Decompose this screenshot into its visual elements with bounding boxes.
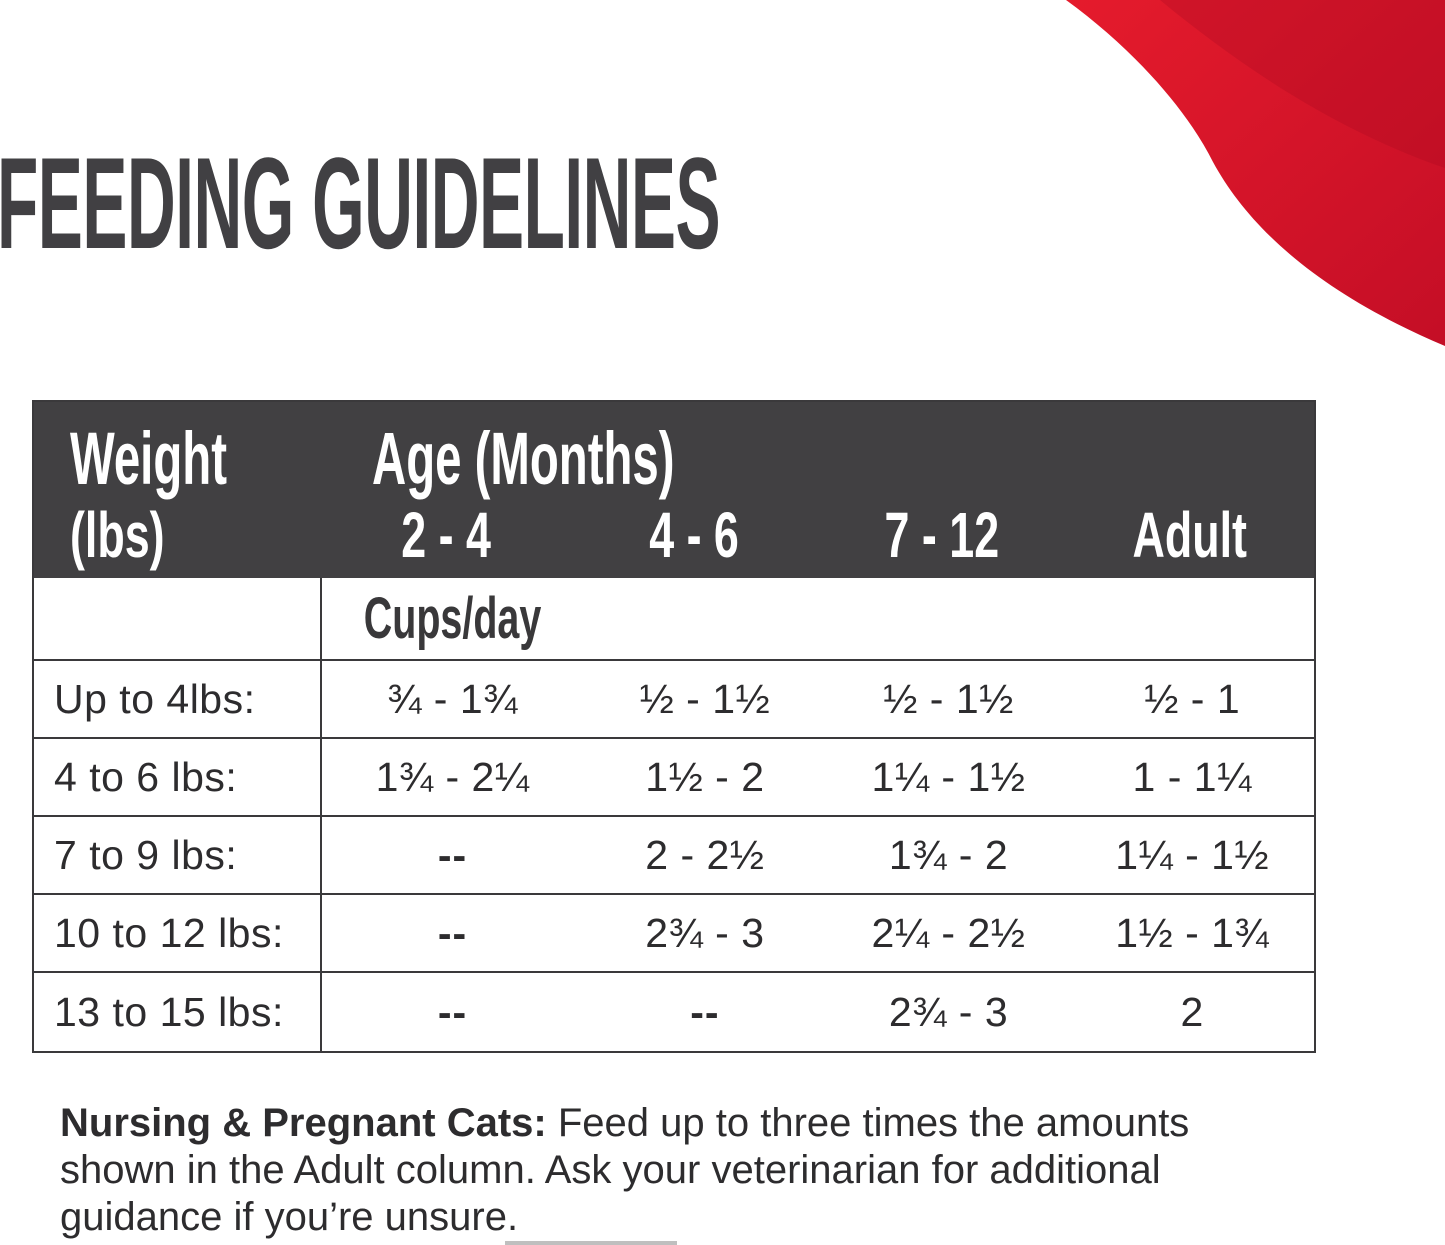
header-weight-unit: (lbs) (34, 494, 322, 578)
note-label: Nursing & Pregnant Cats: (60, 1101, 547, 1145)
weight-sub-label: (lbs) (70, 499, 165, 572)
row-value: 1¼ - 1½ (1070, 817, 1314, 895)
header-col-4-6: 4 - 6 (570, 494, 818, 578)
age-col-label: 7 - 12 (884, 499, 1000, 572)
header-weight: Weight (34, 402, 322, 500)
weight-label: Weight (70, 416, 227, 500)
table-body: Cups/day Up to 4lbs: ¾ - 1¾ ½ - 1½ ½ - 1… (34, 578, 1314, 1051)
row-value: 1¾ - 2¼ (322, 739, 584, 817)
row-value: 1¾ - 2 (826, 817, 1071, 895)
age-col-label: 2 - 4 (401, 499, 491, 572)
note-text: Feed up to three times the amounts (557, 1101, 1190, 1145)
swoosh-shade-band (1160, 0, 1445, 168)
unit-row-weight-cell (34, 578, 322, 661)
note-line-3: guidance if you’re unsure. (60, 1195, 519, 1239)
row-weight-label: 4 to 6 lbs: (34, 739, 322, 817)
nursing-pregnant-note: Nursing & Pregnant Cats: Feed up to thre… (60, 1100, 1410, 1241)
row-value: 2¾ - 3 (826, 973, 1071, 1051)
row-value: -- (322, 973, 584, 1051)
swoosh-base-shape (1066, 0, 1445, 346)
row-value: ½ - 1 (1070, 661, 1314, 739)
row-value: 1½ - 2 (583, 739, 827, 817)
row-weight-label: 7 to 9 lbs: (34, 817, 322, 895)
unit-row-cell (826, 578, 1071, 661)
row-value: 2¾ - 3 (583, 895, 827, 973)
age-col-label: 4 - 6 (649, 499, 739, 572)
row-value: ½ - 1½ (583, 661, 827, 739)
row-value: 2¼ - 2½ (826, 895, 1071, 973)
row-value: 2 - 2½ (583, 817, 827, 895)
header-col-2-4: 2 - 4 (322, 494, 570, 578)
row-weight-label: Up to 4lbs: (34, 661, 322, 739)
row-value: ½ - 1½ (826, 661, 1071, 739)
row-value: -- (322, 895, 584, 973)
bottom-cropped-divider (505, 1241, 677, 1245)
row-weight-label: 10 to 12 lbs: (34, 895, 322, 973)
row-weight-label: 13 to 15 lbs: (34, 973, 322, 1051)
row-value: ¾ - 1¾ (322, 661, 584, 739)
row-value: 1¼ - 1½ (826, 739, 1071, 817)
feeding-table: Weight Age (Months) (lbs) 2 - 4 4 - 6 7 … (32, 400, 1316, 1053)
cups-per-day-label: Cups/day (363, 586, 542, 651)
note-line-2: shown in the Adult column. Ask your vete… (60, 1148, 1161, 1192)
row-value: 2 (1070, 973, 1314, 1051)
note-line-1: Nursing & Pregnant Cats: Feed up to thre… (60, 1100, 1410, 1147)
header-age: Age (Months) (322, 402, 1314, 500)
row-value: 1½ - 1¾ (1070, 895, 1314, 973)
age-label: Age (Months) (372, 416, 675, 500)
row-value: -- (322, 817, 584, 895)
unit-row-cell: Cups/day (322, 578, 584, 661)
header-col-adult: Adult (1066, 494, 1314, 578)
page-title: FEEDING GUIDELINES (0, 130, 721, 276)
row-value: 1 - 1¼ (1070, 739, 1314, 817)
table-header: Weight Age (Months) (lbs) 2 - 4 4 - 6 7 … (34, 402, 1314, 578)
row-value: -- (583, 973, 827, 1051)
unit-row-cell (1070, 578, 1314, 661)
age-col-label: Adult (1132, 499, 1248, 572)
header-col-7-12: 7 - 12 (818, 494, 1066, 578)
unit-row-cell (583, 578, 827, 661)
